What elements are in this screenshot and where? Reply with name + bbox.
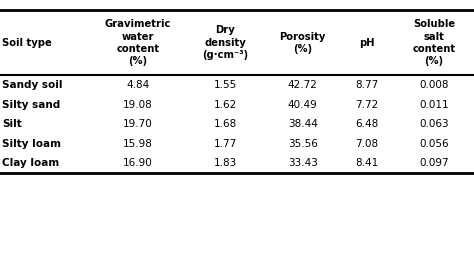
Text: 1.77: 1.77 bbox=[214, 138, 237, 148]
Text: Soluble
salt
content
(%): Soluble salt content (%) bbox=[412, 19, 456, 66]
Text: 8.77: 8.77 bbox=[356, 80, 379, 90]
Text: Soil type: Soil type bbox=[2, 38, 52, 48]
Text: 7.08: 7.08 bbox=[356, 138, 379, 148]
Text: 8.41: 8.41 bbox=[356, 158, 379, 168]
Text: 0.063: 0.063 bbox=[419, 119, 449, 129]
Text: 33.43: 33.43 bbox=[288, 158, 318, 168]
Text: Porosity
(%): Porosity (%) bbox=[280, 31, 326, 54]
Text: 35.56: 35.56 bbox=[288, 138, 318, 148]
Text: Silty loam: Silty loam bbox=[2, 138, 61, 148]
Text: 42.72: 42.72 bbox=[288, 80, 318, 90]
Text: 7.72: 7.72 bbox=[356, 100, 379, 110]
Text: 0.097: 0.097 bbox=[419, 158, 449, 168]
Text: 6.48: 6.48 bbox=[356, 119, 379, 129]
Text: 16.90: 16.90 bbox=[123, 158, 153, 168]
Text: 40.49: 40.49 bbox=[288, 100, 318, 110]
Text: Sandy soil: Sandy soil bbox=[2, 80, 63, 90]
Text: 38.44: 38.44 bbox=[288, 119, 318, 129]
Text: 0.008: 0.008 bbox=[419, 80, 449, 90]
Text: 1.55: 1.55 bbox=[214, 80, 237, 90]
Text: 1.68: 1.68 bbox=[214, 119, 237, 129]
Text: Silt: Silt bbox=[2, 119, 22, 129]
Text: 19.70: 19.70 bbox=[123, 119, 153, 129]
Text: 15.98: 15.98 bbox=[123, 138, 153, 148]
Text: Gravimetric
water
content
(%): Gravimetric water content (%) bbox=[105, 19, 171, 66]
Text: pH: pH bbox=[359, 38, 375, 48]
Text: 1.62: 1.62 bbox=[214, 100, 237, 110]
Text: 0.011: 0.011 bbox=[419, 100, 449, 110]
Text: 0.056: 0.056 bbox=[419, 138, 449, 148]
Text: Dry
density
(g·cm⁻³): Dry density (g·cm⁻³) bbox=[202, 25, 248, 60]
Text: Silty sand: Silty sand bbox=[2, 100, 61, 110]
Text: 1.83: 1.83 bbox=[214, 158, 237, 168]
Text: Clay loam: Clay loam bbox=[2, 158, 60, 168]
Text: 4.84: 4.84 bbox=[126, 80, 149, 90]
Text: 19.08: 19.08 bbox=[123, 100, 153, 110]
